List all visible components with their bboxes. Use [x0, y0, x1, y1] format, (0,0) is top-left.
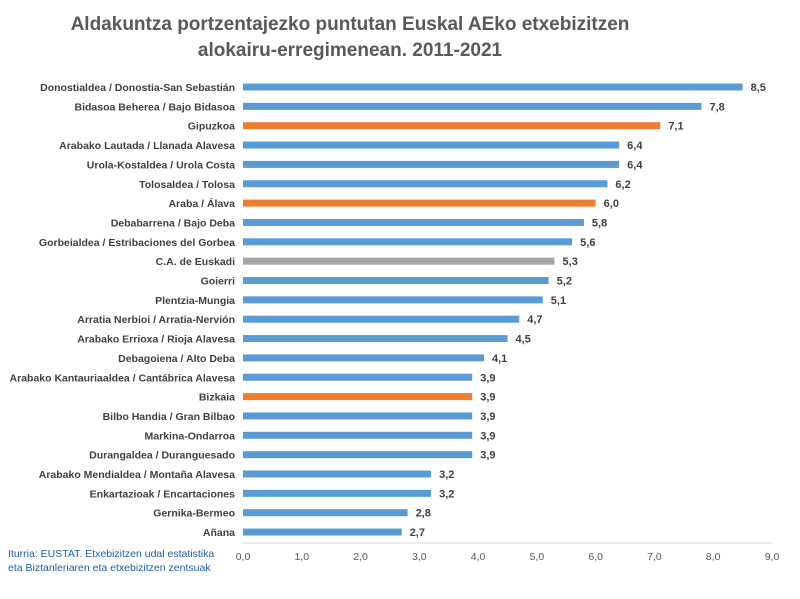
category-label: Enkartazioak / Encartaciones — [90, 488, 235, 500]
bar — [243, 277, 549, 284]
bar — [243, 354, 484, 362]
x-tick-label: 7,0 — [647, 551, 662, 563]
bar — [243, 102, 702, 110]
category-label: Durangaldea / Duranguesado — [89, 450, 235, 462]
category-label: Arabako Kantauriaaldea / Cantábrica Alav… — [10, 372, 236, 384]
x-tick-label: 1,0 — [294, 551, 309, 563]
bar — [243, 218, 584, 226]
source-note-line-1: Iturria: EUSTAT. Etxebizitzen udal estat… — [8, 548, 215, 560]
category-label: Bilbo Handia / Gran Bilbao — [103, 411, 235, 423]
data-label: 5,1 — [551, 295, 566, 307]
data-label: 2,7 — [410, 527, 425, 539]
data-label: 7,8 — [709, 101, 724, 113]
category-label: Markina-Ondarroa — [145, 430, 236, 442]
bar — [243, 451, 473, 459]
x-tick-label: 5,0 — [530, 551, 545, 563]
data-label: 5,6 — [580, 237, 595, 249]
category-label: Bidasoa Beherea / Bajo Bidasoa — [75, 101, 236, 113]
bar — [243, 528, 402, 536]
data-label: 3,9 — [480, 411, 495, 423]
category-label: C.A. de Euskadi — [156, 256, 235, 268]
data-label: 3,2 — [439, 469, 454, 481]
data-label: 3,9 — [480, 372, 495, 384]
category-label: Donostialdea / Donostia-San Sebastián — [40, 82, 235, 94]
data-label: 7,1 — [668, 121, 683, 133]
bar — [243, 83, 743, 91]
x-tick-label: 8,0 — [706, 551, 721, 563]
category-label: Bizkaia — [199, 392, 235, 404]
data-label: 4,7 — [527, 314, 542, 326]
x-tick-label: 9,0 — [765, 551, 780, 563]
category-label: Araba / Álava — [168, 197, 235, 210]
bar — [243, 141, 620, 149]
data-label: 5,2 — [557, 276, 572, 288]
category-label: Gernika-Bermeo — [153, 508, 235, 520]
chart-title-line-2: alokairu-erregimenean. 2011-2021 — [197, 40, 503, 61]
data-label: 5,8 — [592, 217, 607, 229]
x-tick-label: 2,0 — [353, 551, 368, 563]
category-label: Arratia Nerbioi / Arratia-Nervión — [77, 314, 235, 326]
category-label: Plentzia-Mungia — [155, 295, 235, 307]
data-label: 6,0 — [604, 198, 619, 210]
bar — [243, 160, 620, 168]
data-label: 8,5 — [751, 82, 766, 94]
bar — [243, 315, 520, 323]
category-label: Tolosaldea / Tolosa — [139, 179, 235, 191]
category-label: Debagoiena / Alto Deba — [118, 353, 235, 365]
category-label: Gorbeialdea / Estribaciones del Gorbea — [39, 237, 235, 249]
data-label: 4,1 — [492, 353, 507, 365]
chart-title: Aldakuntza portzentajezko puntutan Euska… — [0, 12, 700, 64]
bar — [243, 470, 432, 478]
data-label: 3,9 — [480, 430, 495, 442]
data-label: 5,3 — [563, 256, 578, 268]
bar — [243, 180, 608, 188]
bar — [243, 335, 508, 343]
data-label: 3,9 — [480, 450, 495, 462]
category-label: Arabako Mendialdea / Montaña Alavesa — [39, 469, 235, 481]
data-label: 6,4 — [627, 140, 643, 152]
data-label: 2,8 — [416, 508, 431, 520]
x-tick-label: 6,0 — [588, 551, 603, 563]
data-label: 4,5 — [516, 334, 531, 346]
bar — [243, 238, 573, 246]
category-label: Gipuzkoa — [188, 121, 235, 133]
bar — [243, 122, 661, 130]
category-label: Arabako Errioxa / Rioja Alavesa — [77, 334, 235, 346]
bar — [243, 373, 473, 381]
category-label: Añana — [203, 527, 235, 539]
x-tick-label: 3,0 — [412, 551, 427, 563]
bar — [243, 489, 432, 497]
category-label: Urola-Kostaldea / Urola Costa — [87, 159, 235, 171]
bar — [243, 393, 473, 401]
category-label: Debabarrena / Bajo Deba — [111, 217, 235, 229]
data-label: 3,9 — [480, 392, 495, 404]
bar — [243, 412, 473, 420]
category-label: Arabako Lautada / Llanada Alavesa — [59, 140, 235, 152]
source-note: Iturria: EUSTAT. Etxebizitzen udal estat… — [8, 547, 248, 575]
bar — [243, 296, 543, 304]
source-note-line-2: eta Biztanleriaren eta etxebizitzen zent… — [8, 562, 211, 574]
data-label: 3,2 — [439, 488, 454, 500]
data-label: 6,4 — [627, 159, 643, 171]
x-tick-label: 4,0 — [471, 551, 486, 563]
data-label: 6,2 — [615, 179, 630, 191]
bar — [243, 431, 473, 439]
bar — [243, 509, 408, 517]
bar — [243, 257, 555, 265]
x-tick-label: 0,0 — [236, 551, 251, 563]
bar — [243, 199, 596, 207]
category-label: Goierri — [201, 276, 236, 288]
chart-title-line-1: Aldakuntza portzentajezko puntutan Euska… — [70, 14, 630, 35]
